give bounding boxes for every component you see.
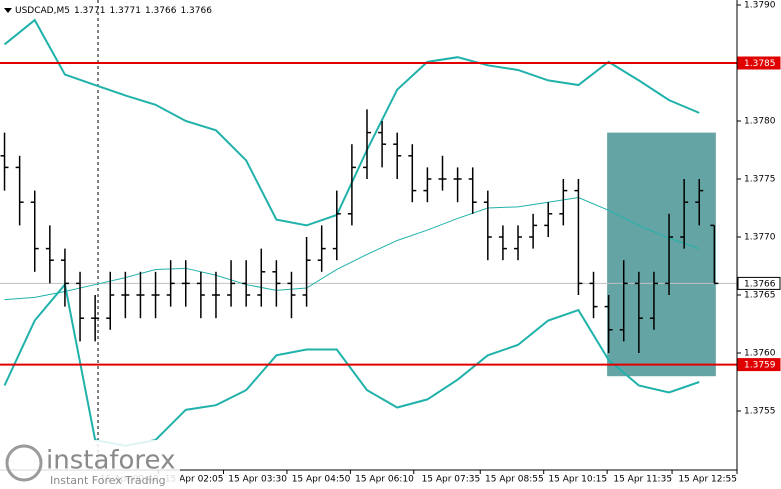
x-tick-label: 15 Apr 11:35 — [613, 475, 672, 485]
y-tick-label: 1.3755 — [744, 407, 776, 417]
chart-title: USDCAD,M5 1.3771 1.3771 1.3766 1.3766 — [15, 6, 212, 16]
y-tick-label: 1.3775 — [744, 175, 776, 185]
band-middle — [4, 197, 700, 301]
watermark-logo — [5, 444, 43, 482]
x-tick-label: 15 Apr 12:55 — [678, 475, 737, 485]
y-tick-label: 1.3790 — [744, 1, 776, 11]
y-tick-label: 1.3765 — [744, 291, 776, 301]
y-tick-label: 1.3760 — [744, 349, 776, 359]
watermark-brand: instaforex — [46, 446, 175, 476]
price-tag-label: 1.3759 — [744, 361, 776, 371]
menu-arrow — [4, 8, 12, 13]
y-tick-label: 1.3780 — [744, 117, 776, 127]
x-tick-label: 15 Apr 08:55 — [485, 475, 544, 485]
x-tick-label: 15 Apr 02:05 — [165, 475, 224, 485]
header-price: 1.3771 — [74, 6, 106, 16]
x-tick-label: 15 Apr 03:30 — [228, 475, 287, 485]
price-tag-label: 1.3766 — [744, 279, 776, 289]
watermark-tagline: Instant Forex Trading — [50, 474, 166, 487]
price-tag — [737, 358, 781, 372]
header-price: 1.3766 — [180, 6, 212, 16]
price-tag — [737, 56, 781, 70]
x-tick-label: 15 Apr 10:15 — [548, 475, 607, 485]
header-price: 1.3771 — [109, 6, 141, 16]
x-tick-label: 15 Apr 06:10 — [355, 475, 414, 485]
header-price: 1.3766 — [145, 6, 177, 16]
x-tick-label: 15 Apr 04:50 — [292, 475, 351, 485]
price-tag — [737, 276, 781, 290]
price-tag-label: 1.3785 — [744, 59, 776, 69]
x-tick-label: 15 Apr 07:35 — [422, 475, 481, 485]
y-tick-label: 1.3770 — [744, 233, 776, 243]
symbol: USDCAD,M5 — [15, 6, 70, 16]
zone — [607, 132, 716, 377]
